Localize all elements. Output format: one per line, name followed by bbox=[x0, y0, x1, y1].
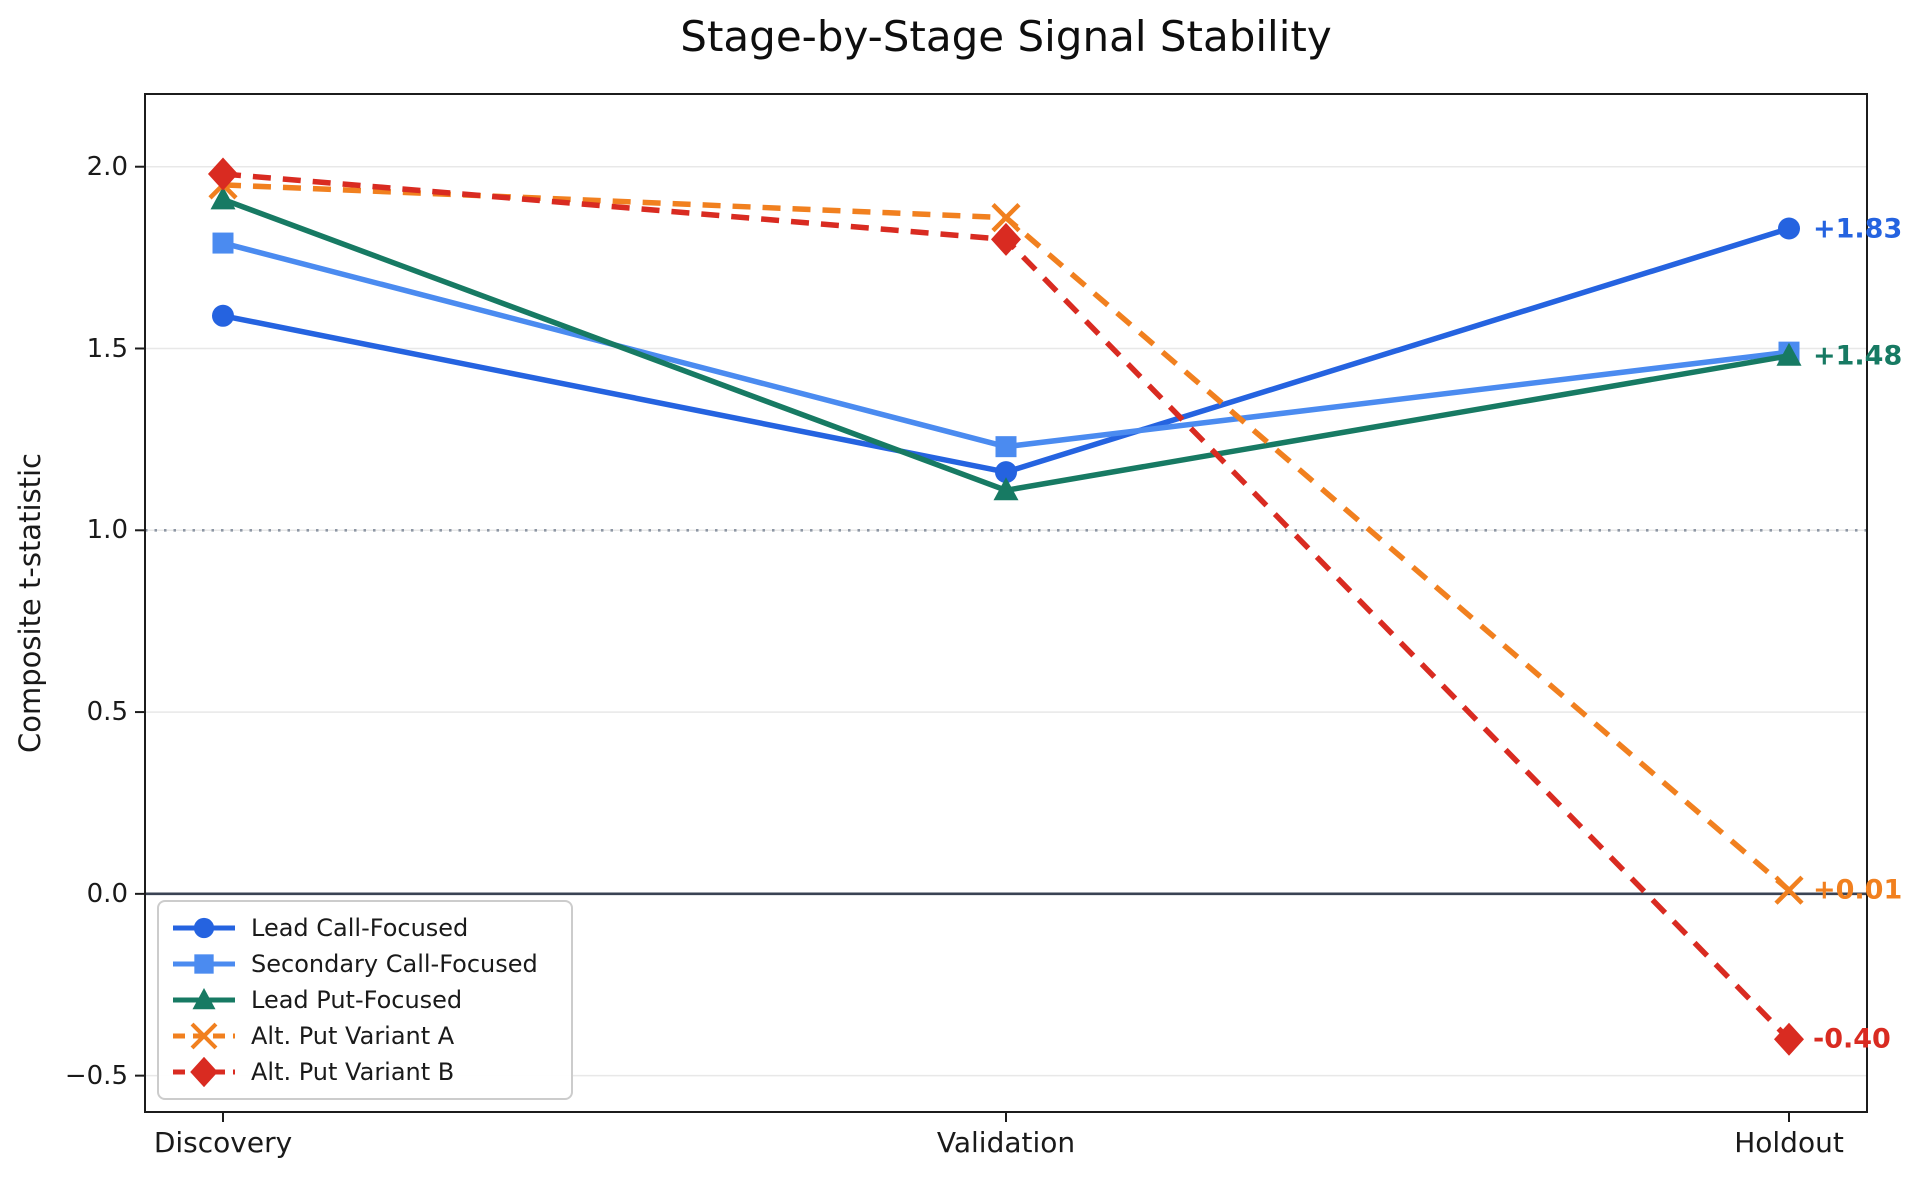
series-end-label: +1.83 bbox=[1813, 213, 1903, 245]
legend-marker-circle bbox=[173, 917, 235, 939]
legend-marker-x bbox=[173, 1022, 235, 1050]
marker-x bbox=[190, 1022, 218, 1050]
marker-square bbox=[194, 954, 214, 974]
y-tick-label: −0.5 bbox=[64, 1060, 128, 1091]
series-line bbox=[222, 225, 1790, 475]
x-tick-label: Holdout bbox=[1734, 1126, 1844, 1159]
legend-item: Secondary Call-Focused bbox=[171, 946, 559, 982]
y-tick-label: 0.5 bbox=[86, 697, 128, 728]
marker-triangle bbox=[993, 477, 1019, 501]
marker-triangle bbox=[1776, 342, 1802, 366]
legend-marker-triangle bbox=[173, 988, 235, 1010]
legend-label: Secondary Call-Focused bbox=[251, 950, 538, 978]
y-axis-label: Composite t-statistic bbox=[13, 453, 47, 753]
marker-diamond bbox=[190, 1057, 218, 1087]
legend-label: Alt. Put Variant B bbox=[251, 1058, 455, 1086]
y-tick-label: 1.5 bbox=[86, 333, 128, 364]
marker-triangle bbox=[210, 186, 236, 210]
series-end-label: +1.48 bbox=[1813, 340, 1903, 372]
marker-x bbox=[991, 203, 1021, 233]
legend: Lead Call-Focused Secondary Call-Focused… bbox=[157, 900, 573, 1100]
legend-marker-diamond bbox=[173, 1057, 235, 1087]
marker-circle bbox=[212, 304, 234, 327]
marker-square bbox=[995, 436, 1017, 458]
y-tick-label: 2.0 bbox=[86, 151, 128, 182]
x-tick-label: Discovery bbox=[153, 1126, 293, 1159]
marker-square bbox=[212, 232, 234, 254]
marker-x bbox=[1774, 875, 1804, 905]
series-end-label: +0.01 bbox=[1813, 874, 1903, 906]
legend-marker-square bbox=[173, 954, 235, 974]
series-line bbox=[222, 240, 1790, 450]
legend-label: Lead Call-Focused bbox=[251, 914, 469, 942]
series-lead-call-focused bbox=[212, 217, 1800, 484]
marker-diamond bbox=[208, 157, 238, 191]
y-tick-label: 1.0 bbox=[86, 515, 128, 546]
series-lead-put-focused bbox=[210, 186, 1802, 501]
series-alt-put-variant-b bbox=[208, 157, 1804, 1056]
x-tick-label: Validation bbox=[936, 1126, 1076, 1159]
chart-title: Stage-by-Stage Signal Stability bbox=[680, 12, 1332, 61]
marker-circle bbox=[1778, 217, 1800, 240]
series-end-label: -0.40 bbox=[1813, 1023, 1891, 1055]
legend-item: Alt. Put Variant B bbox=[171, 1054, 559, 1090]
marker-diamond bbox=[1774, 1022, 1804, 1056]
legend-item: Lead Call-Focused bbox=[171, 910, 559, 946]
legend-label: Lead Put-Focused bbox=[251, 986, 463, 1014]
series-line bbox=[222, 182, 1791, 893]
marker-triangle bbox=[192, 988, 216, 1010]
y-tick-label: 0.0 bbox=[86, 878, 128, 909]
legend-label: Alt. Put Variant A bbox=[251, 1022, 455, 1050]
legend-item: Alt. Put Variant A bbox=[171, 1018, 559, 1054]
marker-circle bbox=[193, 917, 215, 939]
marker-diamond bbox=[991, 222, 1021, 256]
legend-item: Lead Put-Focused bbox=[171, 982, 559, 1018]
series-secondary-call-focused bbox=[212, 232, 1800, 458]
marker-circle bbox=[995, 461, 1017, 484]
